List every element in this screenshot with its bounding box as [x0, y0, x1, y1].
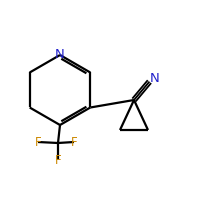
Text: N: N	[55, 48, 65, 61]
Text: N: N	[150, 72, 159, 85]
Text: F: F	[55, 154, 61, 166]
Text: F: F	[71, 136, 77, 148]
Text: F: F	[35, 136, 41, 148]
